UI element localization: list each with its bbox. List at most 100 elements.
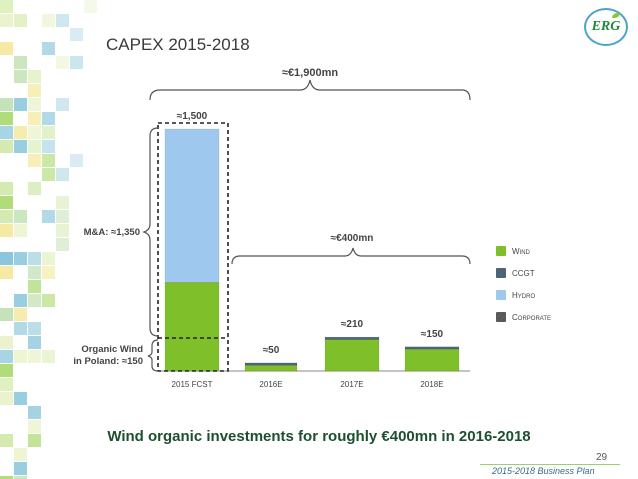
mosaic-tile xyxy=(0,420,13,433)
legend-label: Wind xyxy=(512,246,530,256)
mosaic-tile xyxy=(70,56,83,69)
ma-brace xyxy=(142,127,159,337)
mosaic-tile xyxy=(0,0,13,13)
bar-segment-wind-3 xyxy=(404,348,460,372)
mosaic-tile xyxy=(56,196,69,209)
x-tick-label: 2016E xyxy=(259,380,282,389)
mosaic-tile xyxy=(14,266,27,279)
page-number: 29 xyxy=(596,452,608,463)
mosaic-tile xyxy=(0,364,13,377)
decorative-mosaic xyxy=(0,0,97,479)
legend-swatch xyxy=(496,246,506,256)
mosaic-tile xyxy=(0,336,13,349)
mosaic-tile xyxy=(14,308,27,321)
mosaic-tile xyxy=(28,140,41,153)
mosaic-tile xyxy=(70,28,83,41)
mosaic-tile xyxy=(42,168,55,181)
mosaic-tile xyxy=(42,294,55,307)
mosaic-tile xyxy=(84,0,97,13)
mosaic-tile xyxy=(14,476,27,479)
data-label: ≈50 xyxy=(263,345,280,356)
mosaic-tile xyxy=(56,210,69,223)
mosaic-tile xyxy=(14,70,27,83)
mosaic-tile xyxy=(28,336,41,349)
mosaic-tile xyxy=(14,126,27,139)
mosaic-tile xyxy=(14,294,27,307)
mosaic-tile xyxy=(14,252,27,265)
x-tick-label: 2015 FCST xyxy=(172,380,213,389)
mosaic-tile xyxy=(28,154,41,167)
mosaic-tile xyxy=(42,112,55,125)
mosaic-tile xyxy=(28,350,41,363)
mosaic-tile xyxy=(14,210,27,223)
mosaic-tile xyxy=(14,140,27,153)
bar-segment-ccgt-3 xyxy=(404,346,460,350)
mosaic-tile xyxy=(0,266,13,279)
chart-legend: Wind CCGT Hydro Corporate xyxy=(496,240,551,328)
legend-label: CCGT xyxy=(512,268,535,278)
mosaic-tile xyxy=(28,28,41,41)
mosaic-tile xyxy=(0,392,13,405)
legend-swatch xyxy=(496,268,506,278)
mosaic-tile xyxy=(0,252,13,265)
mosaic-tile xyxy=(14,462,27,475)
total-brace xyxy=(149,79,471,101)
bar-segment-ccgt-1 xyxy=(244,362,298,366)
mosaic-tile xyxy=(14,224,27,237)
mosaic-tile xyxy=(28,126,41,139)
legend-item-hydro: Hydro xyxy=(496,284,551,306)
mosaic-tile xyxy=(28,112,41,125)
period-label: ≈€400mn xyxy=(331,233,374,244)
mosaic-tile xyxy=(0,182,13,195)
mosaic-tile xyxy=(14,392,27,405)
mosaic-tile xyxy=(28,70,41,83)
mosaic-tile xyxy=(28,294,41,307)
mosaic-tile xyxy=(14,322,27,335)
mosaic-tile xyxy=(28,182,41,195)
mosaic-tile xyxy=(0,196,13,209)
legend-item-wind: Wind xyxy=(496,240,551,262)
data-label: ≈150 xyxy=(421,329,444,340)
bar-segment-wind-2 xyxy=(324,339,380,372)
data-label: ≈210 xyxy=(341,319,364,330)
mosaic-tile xyxy=(56,56,69,69)
ma-label: M&A: ≈1,350 xyxy=(84,227,140,238)
logo-text: ERG xyxy=(591,19,621,34)
mosaic-tile xyxy=(0,434,13,447)
organic-label-line2: in Poland: ≈150 xyxy=(73,356,143,367)
mosaic-tile xyxy=(28,280,41,293)
dashed-box xyxy=(157,122,229,372)
mosaic-tile xyxy=(14,14,27,27)
bar-segment-wind-0 xyxy=(164,282,220,372)
mosaic-tile xyxy=(0,224,13,237)
legend-swatch xyxy=(496,312,506,322)
mosaic-tile xyxy=(0,126,13,139)
mosaic-tile xyxy=(28,420,41,433)
mosaic-tile xyxy=(56,238,69,251)
mosaic-tile xyxy=(42,252,55,265)
mosaic-tile xyxy=(42,350,55,363)
mosaic-tile xyxy=(28,434,41,447)
mosaic-tile xyxy=(42,126,55,139)
mosaic-tile xyxy=(14,350,27,363)
mosaic-tile xyxy=(0,378,13,391)
legend-label: Corporate xyxy=(512,312,552,322)
bar-segment-hydro-0 xyxy=(164,128,220,283)
mosaic-tile xyxy=(0,98,13,111)
legend-item-ccgt: CCGT xyxy=(496,262,551,284)
mosaic-tile xyxy=(42,140,55,153)
mosaic-tile xyxy=(0,280,13,293)
mosaic-tile xyxy=(0,14,13,27)
mosaic-tile xyxy=(28,322,41,335)
mosaic-tile xyxy=(28,252,41,265)
legend-swatch xyxy=(496,290,506,300)
slide-title: CAPEX 2015-2018 xyxy=(106,35,250,54)
footer-divider xyxy=(480,464,620,465)
mosaic-tile xyxy=(14,448,27,461)
mosaic-tile xyxy=(0,350,13,363)
logo-leaf-icon xyxy=(612,13,620,18)
mosaic-tile xyxy=(70,154,83,167)
mosaic-tile xyxy=(0,112,13,125)
erg-logo: ERG xyxy=(584,8,628,46)
